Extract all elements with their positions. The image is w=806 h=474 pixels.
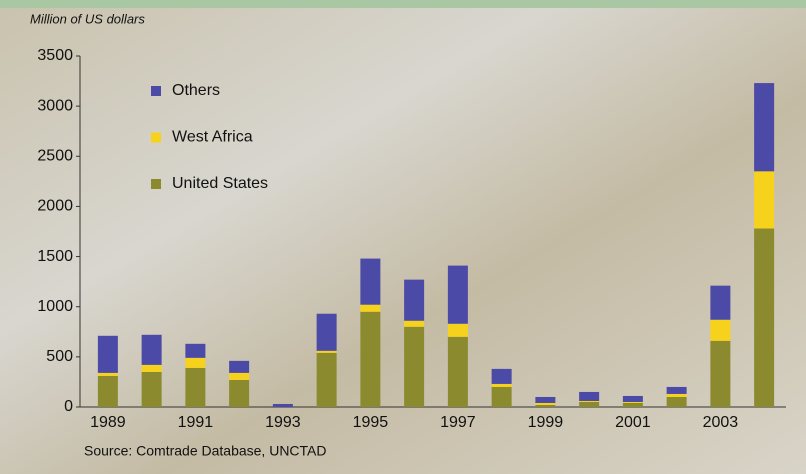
y-tick-label: 3500	[37, 47, 73, 64]
bar-segment	[404, 320, 425, 327]
top-band	[0, 0, 806, 8]
bar-segment	[579, 400, 600, 402]
bar-segment	[622, 401, 643, 403]
x-tick-label: 1991	[178, 414, 214, 431]
y-axis-title: Million of US dollars	[30, 11, 145, 26]
x-tick-label: 1993	[265, 414, 301, 431]
bar-segment	[360, 304, 381, 312]
bar-segment	[447, 336, 468, 407]
bar-segment	[710, 319, 731, 341]
bar-segment	[754, 83, 775, 172]
bar-segment	[97, 335, 118, 373]
x-tick-label: 1997	[440, 414, 476, 431]
bar-segment	[185, 357, 206, 368]
y-tick-label: 2000	[37, 198, 73, 215]
bar-segment	[666, 386, 687, 394]
bar-segment	[360, 311, 381, 407]
bar-segment	[666, 396, 687, 407]
bar-segment	[229, 379, 250, 407]
bar-segment	[404, 279, 425, 321]
bar-segment	[622, 402, 643, 407]
bar-segment	[404, 326, 425, 407]
bar-segment	[535, 404, 556, 407]
y-tick-label: 2500	[37, 148, 73, 165]
bar-segment	[316, 350, 337, 353]
bar-segment	[579, 401, 600, 407]
bar-segment	[447, 323, 468, 337]
legend-label: Others	[172, 82, 220, 99]
bar-segment	[316, 313, 337, 351]
bar-segment	[316, 352, 337, 407]
bar-segment	[141, 371, 162, 407]
bar-segment	[229, 360, 250, 373]
y-tick-label: 3000	[37, 97, 73, 114]
x-tick-label: 2003	[703, 414, 739, 431]
bar-segment	[579, 391, 600, 401]
bar-segment	[97, 372, 118, 376]
bar-segment	[141, 364, 162, 372]
bar-segment	[535, 396, 556, 403]
legend-swatch	[151, 132, 161, 143]
bar-segment	[754, 228, 775, 407]
bar-segment	[97, 375, 118, 407]
source: Source: Comtrade Database, UNCTAD	[84, 443, 327, 459]
bar-segment	[272, 403, 293, 407]
bar-segment	[141, 334, 162, 365]
bar-segment	[229, 372, 250, 380]
bar-segment	[710, 285, 731, 320]
y-tick-label: 500	[46, 348, 73, 365]
bar-segment	[491, 383, 512, 387]
legend-swatch	[151, 179, 161, 189]
y-tick-label: 1000	[37, 298, 73, 315]
legend-label: West Africa	[172, 129, 253, 146]
bar-segment	[491, 386, 512, 407]
x-tick-label: 1999	[528, 414, 564, 431]
bar-segment	[666, 393, 687, 397]
bar-segment	[535, 402, 556, 405]
x-tick-label: 2001	[615, 414, 651, 431]
legend-label: United States	[172, 175, 268, 192]
y-tick-label: 1500	[37, 248, 73, 265]
bar-segment	[622, 395, 643, 402]
y-tick-label: 0	[64, 398, 73, 415]
bar-segment	[360, 258, 381, 305]
legend-swatch	[151, 86, 161, 96]
bar-segment	[185, 343, 206, 358]
bar-segment	[710, 340, 731, 407]
x-tick-label: 1989	[90, 414, 126, 431]
x-tick-label: 1995	[353, 414, 389, 431]
bar-segment	[491, 368, 512, 384]
bar-segment	[185, 367, 206, 407]
bar-segment	[754, 171, 775, 229]
bar-segment	[447, 265, 468, 324]
